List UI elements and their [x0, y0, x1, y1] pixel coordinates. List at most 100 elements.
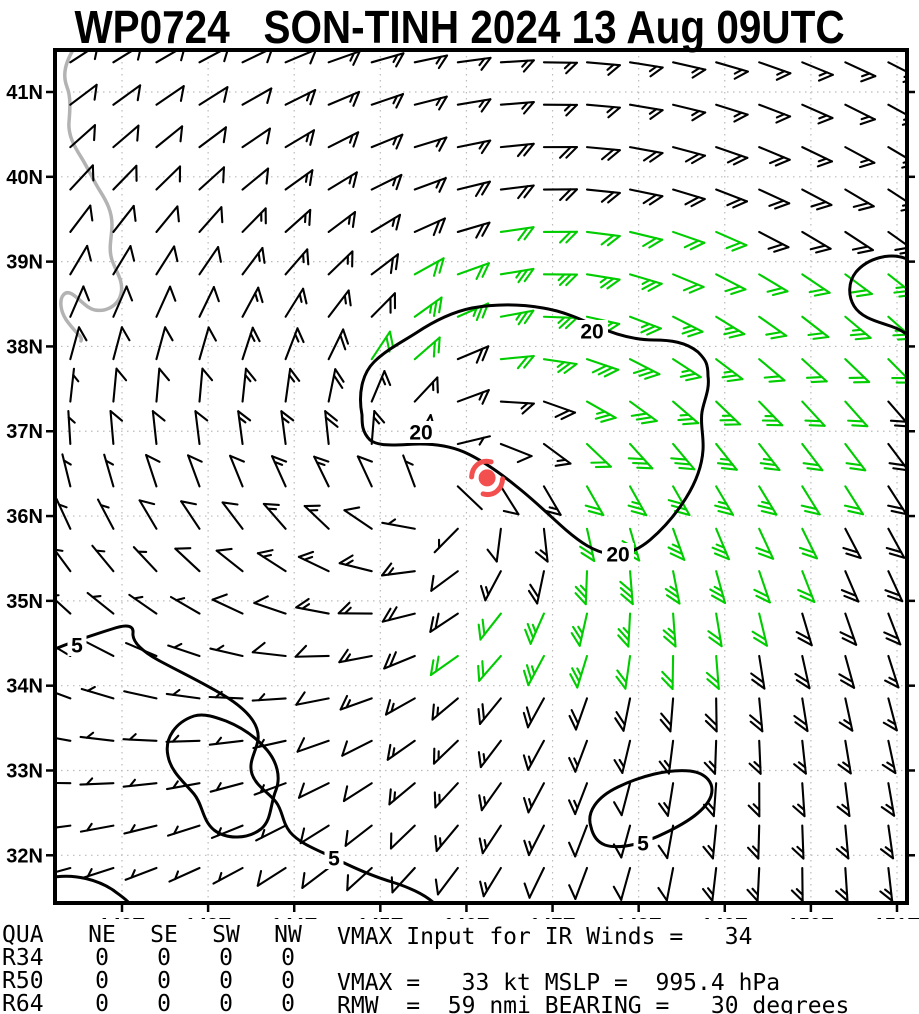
storm-upper-tail — [469, 458, 494, 480]
lon-axis-label: 149E — [701, 915, 748, 919]
barb-feather-full — [638, 370, 655, 377]
barb-staff — [229, 454, 244, 488]
barb-feather-half — [796, 845, 805, 854]
barb-staff — [887, 485, 906, 515]
barb-feather-full — [858, 205, 875, 212]
barb-feather-half — [315, 461, 326, 467]
barb-feather-half — [622, 626, 631, 636]
wind-barb — [112, 326, 131, 361]
wind-barb — [499, 101, 535, 115]
barb-feather-full — [306, 248, 310, 266]
barb-feather-full — [677, 417, 695, 422]
barb-feather-full — [477, 664, 481, 682]
barb-staff — [481, 824, 502, 855]
barb-staff — [431, 697, 459, 721]
barb-staff — [402, 454, 416, 488]
graticule — [55, 50, 907, 903]
barb-feather-half — [217, 871, 223, 882]
barb-feather-full — [481, 660, 485, 678]
barb-feather-full — [793, 763, 807, 775]
wind-barb — [123, 690, 158, 700]
barb-staff — [715, 315, 746, 336]
barb-feather-full — [726, 198, 743, 207]
wind-barb — [124, 866, 158, 881]
barb-feather-full — [517, 185, 529, 200]
wind-barb — [241, 367, 257, 403]
contour-label: 5 — [328, 848, 340, 871]
barb-staff — [620, 824, 632, 859]
barb-feather-full — [351, 211, 357, 228]
barb-feather-full — [801, 552, 819, 560]
barb-feather-full — [523, 309, 535, 325]
barb-feather-full — [732, 156, 749, 166]
barb-staff — [112, 367, 118, 403]
barb-feather-half — [681, 369, 692, 373]
barb-feather-full — [884, 679, 900, 689]
wind-barb — [843, 485, 865, 516]
wind-barb — [145, 453, 161, 488]
wind-barb — [284, 327, 305, 361]
barb-feather-full — [579, 545, 594, 556]
barb-feather-full — [709, 588, 725, 598]
barb-feather-full — [795, 630, 811, 641]
wind-barb — [612, 866, 632, 901]
barb-feather-full — [437, 336, 441, 354]
barb-feather-full — [559, 230, 572, 244]
barb-staff — [343, 509, 373, 530]
quadrant-header: NW — [274, 922, 302, 948]
barb-feather-full — [534, 551, 549, 563]
barb-feather-full — [115, 367, 128, 382]
wind-barb — [844, 188, 875, 212]
barb-feather-full — [221, 501, 239, 506]
wind-barb — [237, 410, 252, 446]
barb-feather-full — [297, 782, 305, 799]
barb-staff — [251, 697, 287, 702]
barb-feather-full — [603, 368, 620, 378]
contour-label-mask — [324, 847, 344, 869]
barb-staff — [346, 866, 373, 892]
barb-feather-half — [663, 802, 670, 811]
barb-feather-full — [572, 625, 583, 641]
lon-axis-label: 150E — [788, 915, 835, 919]
isotach-contour-5 — [56, 624, 435, 902]
barb-feather-half — [884, 846, 894, 854]
wind-barb — [112, 245, 136, 276]
barb-staff — [241, 51, 268, 64]
wind-barb — [253, 595, 287, 615]
wind-barb — [757, 485, 778, 516]
radius-value: 0 — [95, 968, 109, 994]
barb-feather-full — [295, 597, 310, 609]
barb-feather-half — [305, 132, 310, 143]
barb-feather-half — [392, 95, 399, 105]
wind-barb — [844, 273, 873, 298]
barb-feather-half — [214, 736, 223, 746]
wind-barb — [168, 866, 201, 883]
barb-staff — [155, 85, 185, 106]
barb-staff — [574, 697, 589, 731]
barb-feather-full — [706, 678, 720, 690]
wind-barb — [297, 550, 330, 573]
barb-feather-full — [338, 648, 349, 664]
wind-barb — [112, 124, 140, 149]
barb-feather-full — [898, 294, 906, 298]
barb-feather-full — [795, 679, 811, 690]
wind-barb — [381, 606, 416, 623]
barb-staff — [887, 358, 906, 378]
barb-staff — [155, 205, 179, 233]
wind-barb — [522, 654, 545, 687]
wind-barb — [523, 824, 545, 857]
barb-staff — [758, 400, 784, 427]
barb-staff — [801, 61, 834, 76]
wind-barb — [284, 287, 308, 318]
barb-feather-full — [607, 106, 621, 119]
barb-feather-full — [810, 380, 828, 384]
barb-feather-half — [752, 803, 761, 811]
barb-feather-full — [660, 712, 672, 727]
barb-staff — [212, 866, 244, 885]
wind-barb — [174, 547, 201, 573]
barb-staff — [69, 124, 96, 149]
barb-feather-full — [486, 548, 498, 563]
barb-feather-full — [659, 718, 672, 733]
barb-feather-full — [683, 239, 700, 249]
wind-barb — [456, 435, 491, 446]
